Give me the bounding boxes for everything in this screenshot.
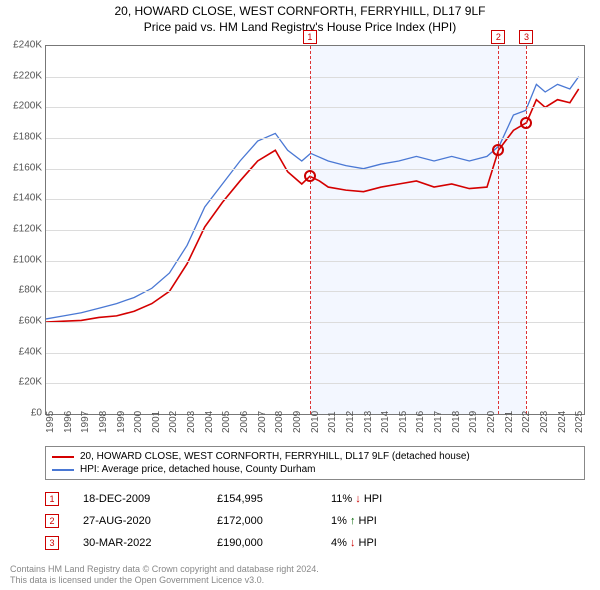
sale-row-diff: 1% ↑ HPI (331, 515, 451, 527)
y-tick-label: £100K (13, 254, 42, 265)
sale-marker-number: 3 (519, 30, 533, 44)
plot-area: 123 (45, 45, 585, 415)
x-tick-label: 2020 (486, 411, 497, 433)
sale-point-marker (492, 144, 504, 156)
legend-swatch (52, 456, 74, 458)
footer-line-2: This data is licensed under the Open Gov… (10, 575, 319, 586)
legend: 20, HOWARD CLOSE, WEST CORNFORTH, FERRYH… (45, 446, 585, 480)
chart-title-block: 20, HOWARD CLOSE, WEST CORNFORTH, FERRYH… (0, 0, 600, 35)
diff-arrow-icon: ↓ (355, 493, 361, 505)
x-tick-label: 2019 (468, 411, 479, 433)
x-tick-label: 2022 (521, 411, 532, 433)
sale-row: 2 27-AUG-2020 £172,000 1% ↑ HPI (45, 510, 585, 532)
sale-marker-line (526, 46, 527, 414)
sale-row: 3 30-MAR-2022 £190,000 4% ↓ HPI (45, 532, 585, 554)
y-tick-label: £80K (19, 285, 42, 296)
x-tick-label: 2006 (239, 411, 250, 433)
y-tick-label: £20K (19, 377, 42, 388)
x-tick-label: 2003 (186, 411, 197, 433)
x-tick-label: 2011 (327, 411, 338, 433)
title-line-1: 20, HOWARD CLOSE, WEST CORNFORTH, FERRYH… (0, 4, 600, 20)
x-tick-label: 2016 (415, 411, 426, 433)
x-tick-label: 2023 (539, 411, 550, 433)
x-tick-label: 2014 (380, 411, 391, 433)
sale-row-number: 3 (45, 536, 59, 550)
x-tick-label: 2024 (557, 411, 568, 433)
chart-container: 20, HOWARD CLOSE, WEST CORNFORTH, FERRYH… (0, 0, 600, 590)
sale-row-diff: 11% ↓ HPI (331, 493, 451, 505)
sale-row-number: 2 (45, 514, 59, 528)
sale-row-date: 18-DEC-2009 (83, 493, 193, 505)
x-tick-label: 2004 (204, 411, 215, 433)
x-tick-label: 2013 (363, 411, 374, 433)
y-tick-label: £220K (13, 70, 42, 81)
sale-marker-line (310, 46, 311, 414)
title-line-2: Price paid vs. HM Land Registry's House … (0, 20, 600, 36)
x-tick-label: 2010 (310, 411, 321, 433)
sales-table: 1 18-DEC-2009 £154,995 11% ↓ HPI 2 27-AUG-202… (45, 488, 585, 554)
sale-point-marker (520, 117, 532, 129)
sale-point-marker (304, 170, 316, 182)
x-tick-label: 2018 (451, 411, 462, 433)
footer: Contains HM Land Registry data © Crown c… (10, 564, 319, 587)
y-tick-label: £240K (13, 40, 42, 51)
sale-marker-line (498, 46, 499, 414)
x-tick-label: 1995 (45, 411, 56, 433)
sale-row-number: 1 (45, 492, 59, 506)
x-tick-label: 2001 (151, 411, 162, 433)
y-tick-label: £180K (13, 132, 42, 143)
legend-label: 20, HOWARD CLOSE, WEST CORNFORTH, FERRYH… (80, 451, 470, 462)
x-tick-label: 2000 (133, 411, 144, 433)
x-tick-label: 2012 (345, 411, 356, 433)
y-tick-label: £140K (13, 193, 42, 204)
y-tick-label: £160K (13, 162, 42, 173)
sale-row-price: £154,995 (217, 493, 307, 505)
x-tick-label: 2008 (274, 411, 285, 433)
legend-swatch (52, 469, 74, 471)
sale-row-date: 30-MAR-2022 (83, 537, 193, 549)
footer-line-1: Contains HM Land Registry data © Crown c… (10, 564, 319, 575)
y-tick-label: £200K (13, 101, 42, 112)
x-tick-label: 1999 (116, 411, 127, 433)
x-tick-label: 2009 (292, 411, 303, 433)
diff-arrow-icon: ↓ (350, 537, 356, 549)
sale-row-price: £190,000 (217, 537, 307, 549)
x-tick-label: 1998 (98, 411, 109, 433)
diff-arrow-icon: ↑ (350, 515, 356, 527)
legend-row-hpi: HPI: Average price, detached house, Coun… (52, 463, 578, 476)
y-tick-label: £120K (13, 224, 42, 235)
x-tick-label: 2025 (574, 411, 585, 433)
sale-marker-number: 2 (491, 30, 505, 44)
y-tick-label: £0 (31, 408, 42, 419)
x-tick-label: 2017 (433, 411, 444, 433)
sale-row-date: 27-AUG-2020 (83, 515, 193, 527)
x-tick-label: 2021 (504, 411, 515, 433)
x-tick-label: 1997 (80, 411, 91, 433)
y-tick-label: £40K (19, 346, 42, 357)
x-tick-label: 2005 (221, 411, 232, 433)
sale-row-diff: 4% ↓ HPI (331, 537, 451, 549)
y-tick-label: £60K (19, 316, 42, 327)
x-tick-label: 1996 (63, 411, 74, 433)
x-tick-label: 2007 (257, 411, 268, 433)
x-tick-label: 2002 (168, 411, 179, 433)
legend-row-property: 20, HOWARD CLOSE, WEST CORNFORTH, FERRYH… (52, 450, 578, 463)
legend-label: HPI: Average price, detached house, Coun… (80, 464, 316, 475)
sale-row-price: £172,000 (217, 515, 307, 527)
sale-row: 1 18-DEC-2009 £154,995 11% ↓ HPI (45, 488, 585, 510)
x-tick-label: 2015 (398, 411, 409, 433)
sale-marker-number: 1 (303, 30, 317, 44)
